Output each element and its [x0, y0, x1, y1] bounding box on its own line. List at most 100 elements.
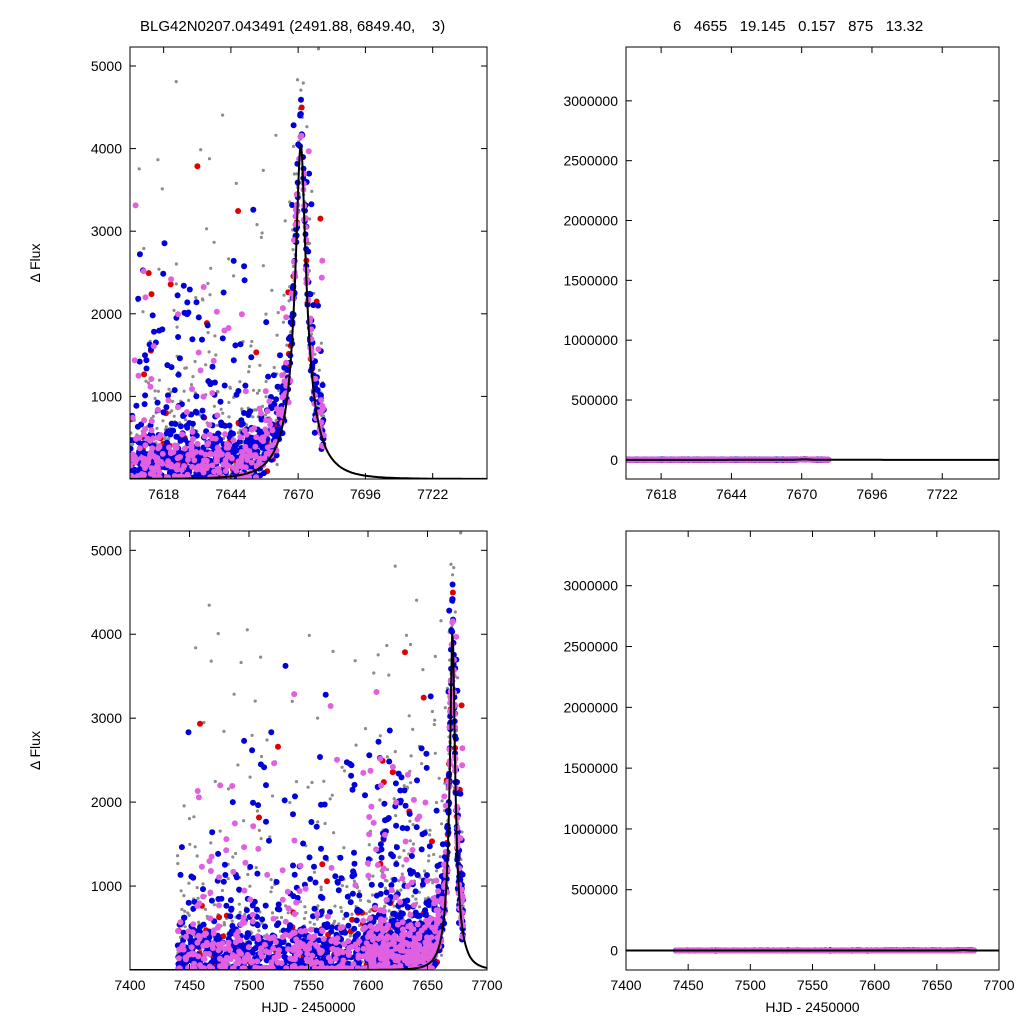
- data-point-gray: [405, 634, 408, 637]
- data-point-gray: [449, 563, 452, 566]
- data-point-gray: [182, 894, 185, 897]
- data-point-gray: [180, 889, 183, 892]
- data-point-gray: [364, 727, 367, 730]
- data-point-gray: [256, 392, 259, 395]
- data-point-red: [317, 216, 323, 222]
- data-point-blue: [393, 780, 399, 786]
- data-point-gray: [209, 841, 212, 844]
- data-point-gray: [341, 766, 344, 769]
- data-point-gray: [170, 409, 173, 412]
- data-point-blue: [265, 374, 271, 380]
- data-point-blue: [164, 362, 170, 368]
- data-point-blue: [298, 111, 304, 117]
- data-point-gray: [184, 925, 187, 928]
- data-point-gray: [221, 412, 224, 415]
- data-point-gray: [438, 777, 441, 780]
- data-point-gray: [227, 401, 230, 404]
- data-point-red: [141, 371, 147, 377]
- data-point-gray: [238, 903, 241, 906]
- data-point-gray: [249, 776, 252, 779]
- data-point-gray: [394, 750, 397, 753]
- data-point-magenta: [182, 446, 188, 452]
- data-point-magenta: [209, 462, 215, 468]
- data-point-blue: [348, 773, 354, 779]
- data-point-gray: [248, 885, 251, 888]
- data-point-blue: [290, 863, 296, 869]
- data-point-blue: [169, 421, 175, 427]
- data-point-gray: [377, 653, 380, 656]
- data-point-gray: [411, 728, 414, 731]
- data-point-gray: [431, 710, 434, 713]
- data-point-blue: [263, 819, 269, 825]
- data-point-gray: [213, 241, 216, 244]
- data-point-blue: [228, 431, 234, 437]
- data-point-red: [299, 105, 305, 111]
- data-point-blue: [135, 296, 141, 302]
- data-point-magenta: [283, 360, 289, 366]
- data-point-gray: [194, 845, 197, 848]
- data-point-gray: [408, 714, 411, 717]
- y-tick-label: 1000: [91, 388, 122, 404]
- data-point-gray: [441, 799, 444, 802]
- data-point-gray: [246, 873, 249, 876]
- data-point-gray: [154, 389, 157, 392]
- data-point-gray: [410, 754, 413, 757]
- data-point-magenta: [209, 390, 215, 396]
- data-point-gray: [219, 830, 222, 833]
- data-point-gray: [239, 911, 242, 914]
- data-point-red: [450, 590, 456, 596]
- data-point-gray: [161, 187, 164, 190]
- data-point-gray: [439, 855, 442, 858]
- data-point-magenta: [196, 350, 202, 356]
- data-point-gray: [428, 833, 431, 836]
- data-point-blue: [231, 357, 237, 363]
- data-point-gray: [232, 274, 235, 277]
- data-point-blue: [231, 258, 237, 264]
- data-point-red: [149, 291, 155, 297]
- data-point-blue: [223, 903, 229, 909]
- data-point-gray: [313, 923, 316, 926]
- data-point-gray: [270, 878, 273, 881]
- data-point-magenta: [136, 373, 142, 379]
- y-tick-label: 4000: [91, 141, 122, 157]
- data-point-gray: [156, 158, 159, 161]
- data-point-gray: [313, 871, 316, 874]
- data-point-blue: [160, 271, 166, 277]
- x-tick-label: 7644: [215, 486, 246, 502]
- data-point-gray: [197, 897, 200, 900]
- data-point-magenta: [299, 133, 305, 139]
- data-point-red: [275, 744, 281, 750]
- data-point-magenta: [155, 407, 161, 413]
- data-point-gray: [433, 719, 436, 722]
- data-point-magenta: [141, 417, 147, 423]
- data-point-gray: [282, 294, 285, 297]
- data-point-red: [194, 163, 200, 169]
- data-point-gray: [231, 920, 234, 923]
- data-point-red: [402, 649, 408, 655]
- data-point-blue: [424, 765, 430, 771]
- data-point-magenta: [132, 357, 138, 363]
- data-point-gray: [318, 369, 321, 372]
- data-point-magenta: [238, 458, 244, 464]
- data-point-gray: [387, 674, 390, 677]
- data-point-blue: [320, 382, 326, 388]
- data-point-magenta: [175, 404, 181, 410]
- data-point-gray: [310, 333, 313, 336]
- data-point-gray: [316, 717, 319, 720]
- data-point-gray: [190, 383, 193, 386]
- data-point-magenta: [306, 148, 312, 154]
- data-point-red: [235, 208, 241, 214]
- data-point-magenta: [179, 431, 185, 437]
- data-point-gray: [333, 905, 336, 908]
- data-point-magenta: [145, 459, 151, 465]
- data-point-gray: [409, 781, 412, 784]
- y-axis-label: Δ Flux: [27, 244, 43, 283]
- data-point-magenta: [257, 406, 263, 412]
- data-point-gray: [155, 427, 158, 430]
- data-point-gray: [310, 781, 313, 784]
- data-point-gray: [427, 859, 430, 862]
- data-point-blue: [221, 879, 227, 885]
- data-point-magenta: [244, 432, 250, 438]
- plot-frame: [626, 47, 999, 479]
